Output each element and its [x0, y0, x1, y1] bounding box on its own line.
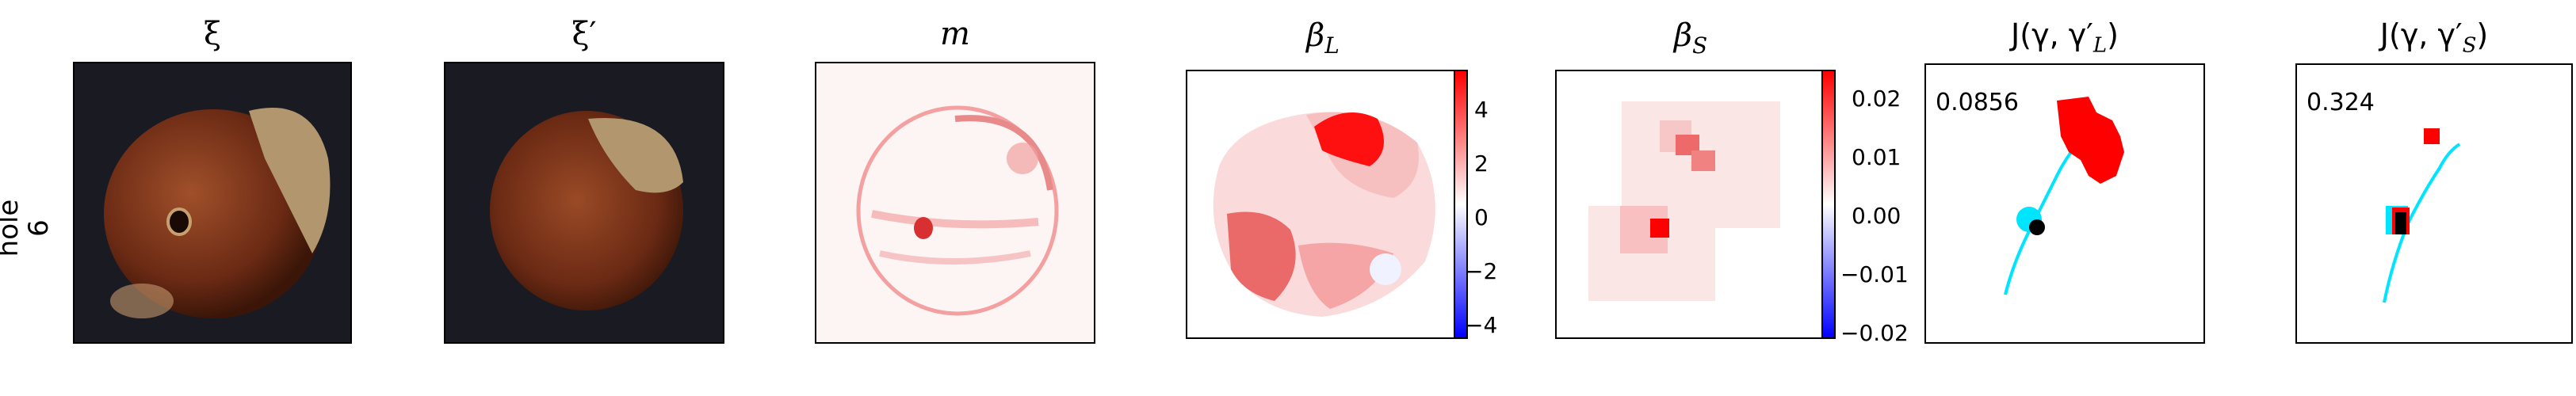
panel-beta-s-ticks: 0.02 0.01 0.00 −0.01 −0.02	[1840, 70, 1936, 346]
panel-xi-prime-image	[444, 62, 724, 344]
panel-j-l-title-sub: L	[2093, 33, 2108, 58]
panel-j-s-score: 0.324	[2307, 89, 2375, 116]
panel-beta-s-colorbar	[1821, 70, 1836, 339]
panel-beta-l-tick-3: −2	[1465, 258, 1498, 284]
panel-j-s-title: J(γ, γ′S)	[2295, 17, 2573, 58]
panel-xi-title: ξ	[203, 16, 222, 52]
panel-j-l-title: J(γ, γ′L)	[1924, 17, 2205, 58]
panel-j-s-title-post: )	[2476, 17, 2489, 52]
panel-m-image	[815, 62, 1095, 344]
panel-beta-s-tick-3: −0.01	[1840, 261, 1909, 287]
panel-beta-l-title-sub: L	[1324, 32, 1340, 59]
panel-beta-s-tick-4: −0.02	[1840, 320, 1909, 346]
panel-beta-l-image	[1186, 70, 1460, 339]
hazelnut-cap	[249, 108, 331, 253]
panel-xi-image	[73, 62, 352, 344]
panel-beta-s-tick-1: 0.01	[1852, 144, 1901, 170]
panel-j-l-cyan-trace	[2004, 135, 2086, 295]
panel-j-s-image: 0.324	[2295, 63, 2573, 344]
panel-j-s-title-sub: S	[2462, 33, 2477, 58]
panel-j-s-title-pre: J(γ, γ′	[2379, 17, 2463, 52]
row-label: hole 6	[0, 181, 55, 276]
panel-beta-s-tick-0: 0.02	[1852, 86, 1901, 112]
panel-beta-s-title: βS	[1555, 17, 1826, 59]
panel-beta-s-tick-2: 0.00	[1852, 203, 1901, 229]
panel-beta-l-title-main: β	[1306, 17, 1325, 54]
panel-beta-l-tick-2: 0	[1474, 204, 1489, 230]
panel-beta-l-title: βL	[1186, 17, 1460, 59]
panel-j-l-image: 0.0856	[1924, 63, 2205, 344]
panel-beta-s-image	[1555, 70, 1826, 339]
row-label-line2: 6	[23, 219, 55, 237]
panel-j-l-score: 0.0856	[1936, 89, 2019, 116]
panel-beta-l-colorbar	[1454, 70, 1468, 339]
panel-m-title: m	[940, 16, 970, 52]
panel-beta-l-tick-0: 4	[1474, 97, 1489, 123]
panel-xi-prime-title: ξ′	[571, 16, 597, 52]
panel-beta-s-title-main: β	[1673, 17, 1692, 54]
panel-beta-l-tick-1: 2	[1474, 150, 1489, 177]
panel-j-l-title-pre: J(γ, γ′	[2011, 17, 2093, 52]
panel-j-l-title-post: )	[2107, 17, 2119, 52]
panel-j-l-black-cluster	[2029, 219, 2045, 235]
panel-beta-l-tick-4: −4	[1465, 312, 1498, 338]
row-label-line1: hole	[0, 199, 25, 257]
panel-beta-l-ticks: 4 2 0 −2 −4	[1465, 70, 1535, 339]
hazelnut-hole	[166, 208, 192, 236]
panel-beta-s-title-sub: S	[1691, 32, 1708, 59]
panel-j-l-red-cluster	[2057, 97, 2124, 184]
